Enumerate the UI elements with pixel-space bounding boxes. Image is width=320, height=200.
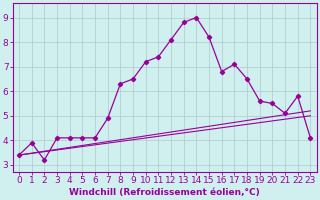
X-axis label: Windchill (Refroidissement éolien,°C): Windchill (Refroidissement éolien,°C): [69, 188, 260, 197]
